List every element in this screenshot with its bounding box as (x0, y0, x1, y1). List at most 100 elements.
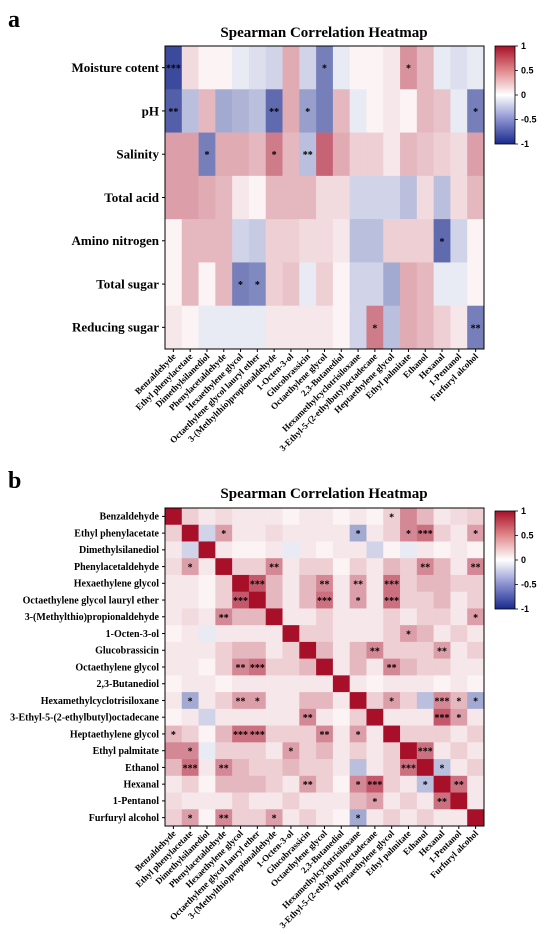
significance-mark: * (356, 730, 361, 741)
significance-mark: *** (418, 747, 433, 758)
significance-mark: ** (219, 613, 229, 624)
row-label: 1-Octen-3-ol (106, 629, 160, 640)
significance-mark: * (389, 512, 394, 523)
heatmap-cell (349, 759, 367, 777)
heatmap-cell (265, 608, 283, 626)
heatmap-cell (248, 524, 267, 542)
heatmap-cell (467, 524, 485, 542)
significance-mark: * (272, 150, 277, 161)
heatmap-cell (450, 508, 468, 526)
heatmap-cell (349, 262, 367, 307)
heatmap-cell (232, 46, 250, 90)
significance-mark: * (221, 529, 226, 540)
panel-b-heatmap: ** * * *** ** ** ** ***** ** ** ****** *** * ***** ***… (164, 507, 485, 827)
significance-mark: *** (384, 579, 399, 590)
significance-mark: ** (219, 763, 229, 774)
heatmap-cell (316, 625, 334, 643)
heatmap-cell (215, 524, 233, 542)
heatmap-cell (165, 625, 183, 643)
heatmap-cell (332, 692, 350, 710)
heatmap-cell (450, 675, 468, 693)
heatmap-cell (416, 641, 434, 659)
heatmap-cell (349, 508, 367, 526)
heatmap-cell (198, 175, 216, 220)
heatmap-cell (248, 725, 267, 743)
heatmap-cell (181, 675, 199, 693)
significance-mark: ** (269, 107, 279, 118)
heatmap-cell (181, 132, 199, 177)
heatmap-cell (416, 692, 434, 710)
heatmap-cell (232, 508, 250, 526)
heatmap-cell (332, 46, 350, 90)
significance-mark: * (188, 563, 193, 574)
heatmap-cell (198, 725, 216, 743)
heatmap-cell (383, 608, 401, 626)
heatmap-cell (248, 89, 267, 133)
heatmap-cell (165, 641, 183, 659)
heatmap-cell (215, 175, 233, 220)
heatmap-cell (467, 89, 485, 133)
heatmap-cell (467, 675, 485, 693)
significance-mark: * (188, 696, 193, 707)
heatmap-cell (232, 658, 250, 676)
heatmap-cell (332, 725, 350, 743)
heatmap-cell (215, 708, 233, 726)
heatmap-cell (467, 775, 485, 793)
heatmap-cell (248, 219, 267, 263)
heatmap-cell (265, 708, 283, 726)
heatmap-cell (265, 558, 283, 576)
heatmap-cell (215, 508, 233, 526)
heatmap-cell (181, 809, 199, 827)
significance-mark: ** (437, 797, 447, 808)
heatmap-cell (316, 792, 334, 810)
panel-a: a Spearman Correlation Heatmap *** * *** **… (8, 7, 537, 453)
heatmap-cell (215, 742, 233, 760)
heatmap-cell (248, 508, 267, 526)
heatmap-cell (299, 132, 317, 177)
colorbar-tick-label: 0 (521, 90, 526, 100)
heatmap-cell (400, 608, 418, 626)
heatmap-cell (198, 132, 216, 177)
heatmap-cell (181, 608, 199, 626)
heatmap-cell (232, 675, 250, 693)
heatmap-cell (332, 658, 350, 676)
significance-mark: * (406, 64, 411, 75)
row-label: Phenylacetaldehyde (74, 562, 160, 573)
heatmap-cell (332, 508, 350, 526)
colorbar-tick-label: -0.5 (521, 115, 537, 125)
heatmap-cell (383, 591, 401, 609)
significance-mark: * (440, 763, 445, 774)
heatmap-cell (198, 658, 216, 676)
heatmap-cell (316, 89, 334, 133)
heatmap-cell (383, 725, 401, 743)
heatmap-cell (181, 792, 199, 810)
heatmap-cell (165, 775, 183, 793)
heatmap-cell (433, 675, 451, 693)
heatmap-cell (282, 625, 300, 643)
heatmap-cell (165, 658, 183, 676)
heatmap-cell (299, 89, 317, 133)
heatmap-cell (215, 658, 233, 676)
heatmap-cell (181, 175, 199, 220)
heatmap-cell (366, 658, 384, 676)
significance-mark: * (255, 280, 260, 291)
heatmap-cell (349, 591, 367, 609)
heatmap-cell (349, 608, 367, 626)
significance-mark: *** (233, 596, 248, 607)
colorbar-gradient (494, 510, 516, 610)
heatmap-cell (366, 708, 384, 726)
significance-mark: * (372, 323, 377, 334)
heatmap-cell (265, 759, 283, 777)
heatmap-cell (316, 524, 334, 542)
heatmap-cell (349, 305, 367, 350)
significance-mark: *** (384, 596, 399, 607)
row-label: Hexamethylcyclotrisiloxane (41, 696, 160, 707)
heatmap-cell (282, 591, 300, 609)
heatmap-cell (467, 132, 485, 177)
heatmap-cell (181, 692, 199, 710)
heatmap-cell (450, 46, 468, 90)
significance-mark: *** (435, 713, 450, 724)
heatmap-cell (181, 742, 199, 760)
heatmap-cell (181, 89, 199, 133)
heatmap-cell (198, 541, 216, 559)
